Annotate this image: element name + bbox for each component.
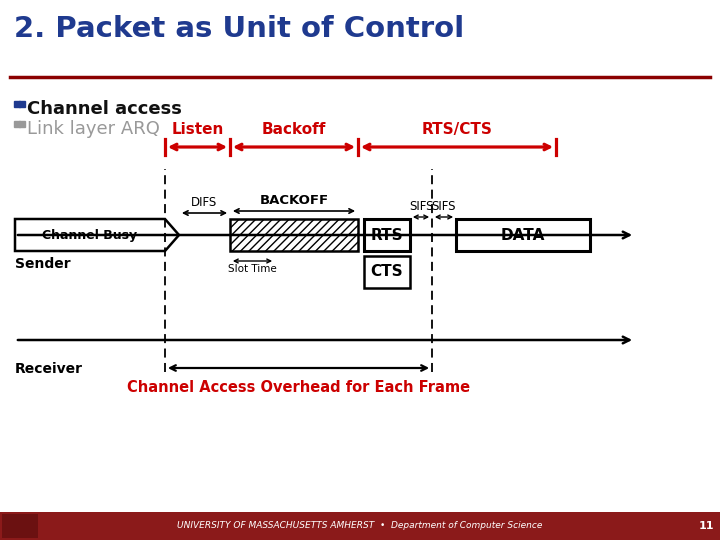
Bar [364, 219, 410, 251]
Bar [2, 514, 38, 538]
Text: Channel access: Channel access [27, 100, 182, 118]
Text: Sender: Sender [15, 257, 71, 271]
Text: Link layer ARQ: Link layer ARQ [27, 120, 160, 138]
Text: Backoff: Backoff [262, 122, 326, 137]
Text: RTS/CTS: RTS/CTS [422, 122, 492, 137]
Bar [456, 219, 590, 251]
Text: Channel Access Overhead for Each Frame: Channel Access Overhead for Each Frame [127, 380, 470, 395]
Bar [230, 219, 358, 251]
Bar [0, 512, 720, 540]
Bar [364, 256, 410, 288]
Text: Listen: Listen [171, 122, 224, 137]
Text: DATA: DATA [501, 227, 545, 242]
Text: UNIVERSITY OF MASSACHUSETTS AMHERST  •  Department of Computer Science: UNIVERSITY OF MASSACHUSETTS AMHERST • De… [177, 522, 543, 530]
Text: Channel Busy: Channel Busy [42, 228, 138, 241]
Text: Receiver: Receiver [15, 362, 83, 376]
Text: SIFS: SIFS [432, 200, 456, 213]
Text: CTS: CTS [371, 265, 403, 280]
Text: 11: 11 [698, 521, 714, 531]
Text: Slot Time: Slot Time [228, 264, 277, 274]
Text: SIFS: SIFS [409, 200, 433, 213]
Text: DIFS: DIFS [192, 196, 217, 209]
Text: BACKOFF: BACKOFF [259, 194, 328, 207]
Text: RTS: RTS [371, 227, 403, 242]
Text: 2. Packet as Unit of Control: 2. Packet as Unit of Control [14, 15, 464, 43]
